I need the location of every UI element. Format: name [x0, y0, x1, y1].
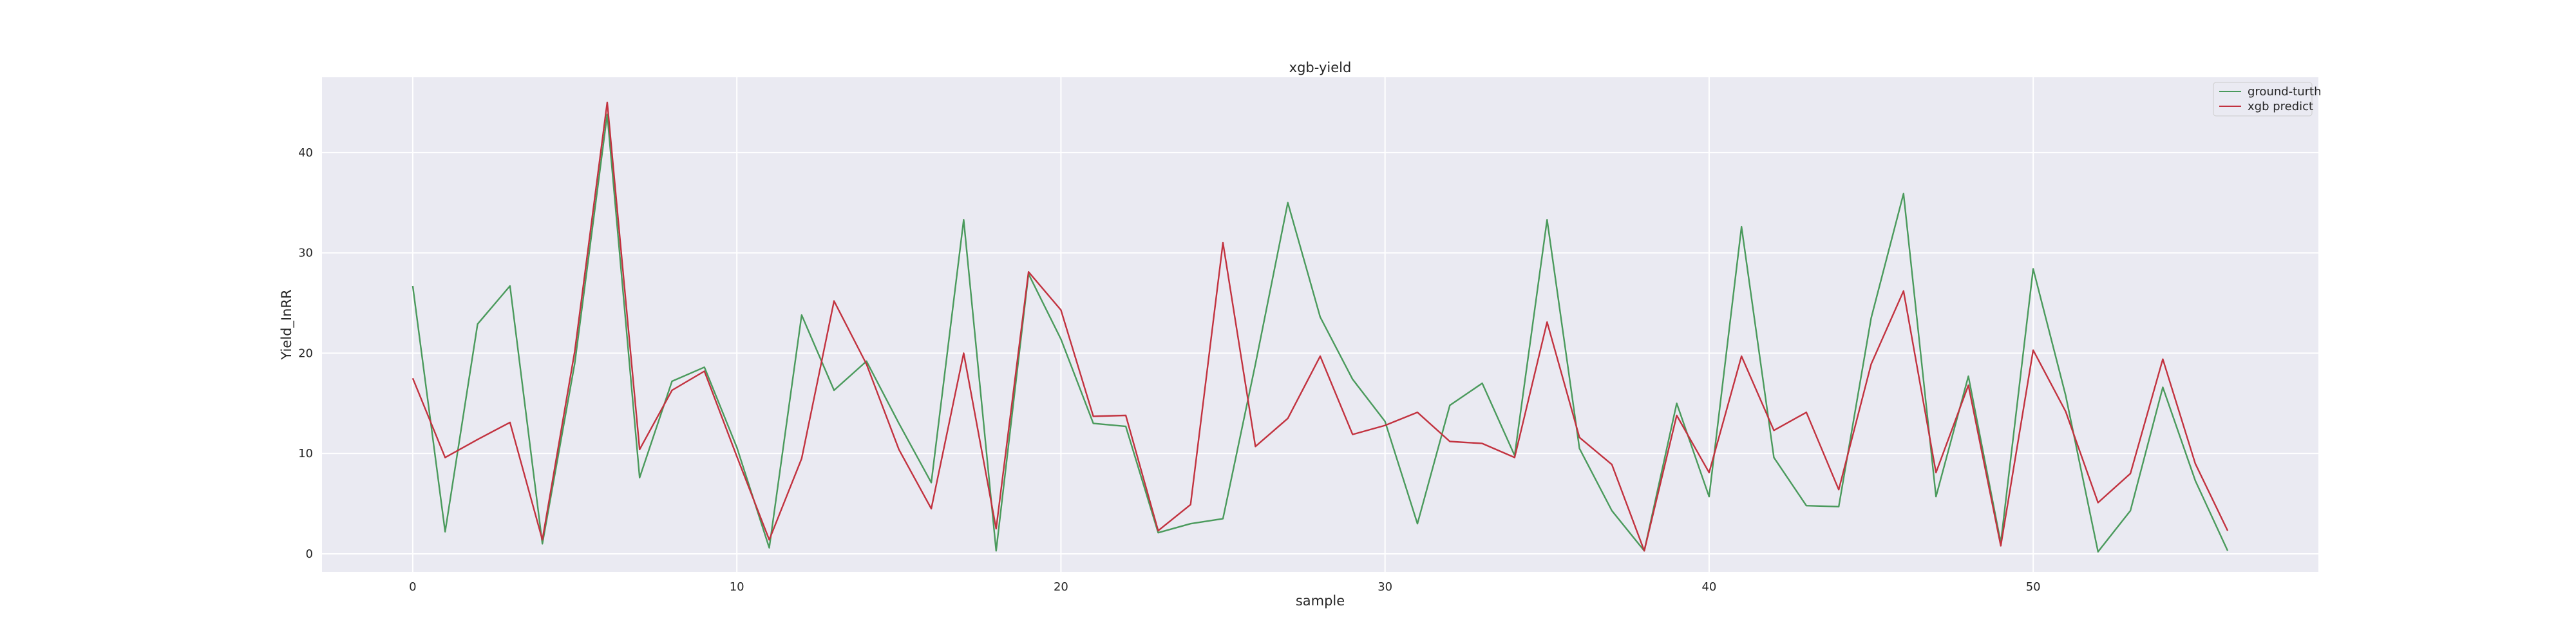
y-tick-label: 20: [298, 346, 313, 360]
x-tick-label: 0: [409, 580, 416, 594]
y-tick-label: 10: [298, 447, 313, 460]
y-tick-labels: 0 10 20 30 40: [298, 146, 313, 561]
plot-area: [322, 77, 2318, 572]
x-tick-label: 30: [1378, 580, 1392, 594]
chart-title: xgb-yield: [1289, 60, 1352, 75]
legend: ground-turth xgb predict: [2213, 82, 2322, 117]
x-axis-label: sample: [1296, 593, 1345, 609]
y-axis-label: Yield_InRR: [279, 289, 295, 360]
legend-label-xgb-predict: xgb predict: [2248, 100, 2313, 113]
gridlines: [322, 77, 2318, 572]
x-tick-label: 20: [1054, 580, 1068, 594]
y-tick-label: 0: [306, 547, 313, 561]
series-line-ground-turth: [412, 113, 2229, 553]
series-lines: [412, 101, 2229, 553]
legend-label-ground-turth: ground-turth: [2248, 85, 2322, 99]
x-tick-label: 50: [2026, 580, 2041, 594]
series-line-xgb-predict: [412, 101, 2229, 552]
y-tick-label: 30: [298, 247, 313, 260]
x-tick-label: 10: [730, 580, 744, 594]
x-tick-label: 40: [1701, 580, 1716, 594]
y-tick-label: 40: [298, 146, 313, 160]
x-tick-labels: 0 10 20 30 40 50: [409, 580, 2040, 594]
